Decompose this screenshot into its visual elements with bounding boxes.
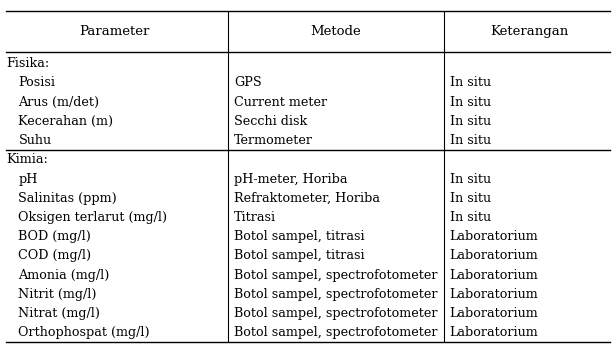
Text: Laboratorium: Laboratorium xyxy=(450,250,538,262)
Text: Laboratorium: Laboratorium xyxy=(450,307,538,320)
Text: Botol sampel, spectrofotometer: Botol sampel, spectrofotometer xyxy=(234,326,437,339)
Text: Parameter: Parameter xyxy=(79,25,149,38)
Text: Keterangan: Keterangan xyxy=(490,25,569,38)
Text: Secchi disk: Secchi disk xyxy=(234,115,307,128)
Text: BOD (mg/l): BOD (mg/l) xyxy=(18,230,91,243)
Text: Fisika:: Fisika: xyxy=(6,57,49,70)
Text: Botol sampel, spectrofotometer: Botol sampel, spectrofotometer xyxy=(234,269,437,282)
Text: Current meter: Current meter xyxy=(234,96,327,109)
Text: Kecerahan (m): Kecerahan (m) xyxy=(18,115,113,128)
Text: GPS: GPS xyxy=(234,77,262,89)
Text: Oksigen terlarut (mg/l): Oksigen terlarut (mg/l) xyxy=(18,211,168,224)
Text: Kimia:: Kimia: xyxy=(6,153,48,166)
Text: In situ: In situ xyxy=(450,77,491,89)
Text: In situ: In situ xyxy=(450,115,491,128)
Text: Amonia (mg/l): Amonia (mg/l) xyxy=(18,269,110,282)
Text: Botol sampel, spectrofotometer: Botol sampel, spectrofotometer xyxy=(234,307,437,320)
Text: In situ: In situ xyxy=(450,134,491,147)
Text: In situ: In situ xyxy=(450,96,491,109)
Text: Nitrat (mg/l): Nitrat (mg/l) xyxy=(18,307,100,320)
Text: Arus (m/det): Arus (m/det) xyxy=(18,96,100,109)
Text: Nitrit (mg/l): Nitrit (mg/l) xyxy=(18,288,97,301)
Text: Botol sampel, spectrofotometer: Botol sampel, spectrofotometer xyxy=(234,288,437,301)
Text: Botol sampel, titrasi: Botol sampel, titrasi xyxy=(234,250,365,262)
Text: In situ: In situ xyxy=(450,211,491,224)
Text: In situ: In situ xyxy=(450,173,491,185)
Text: Termometer: Termometer xyxy=(234,134,313,147)
Text: Laboratorium: Laboratorium xyxy=(450,230,538,243)
Text: Suhu: Suhu xyxy=(18,134,52,147)
Text: COD (mg/l): COD (mg/l) xyxy=(18,250,92,262)
Text: Refraktometer, Horiba: Refraktometer, Horiba xyxy=(234,192,380,205)
Text: pH: pH xyxy=(18,173,38,185)
Text: Botol sampel, titrasi: Botol sampel, titrasi xyxy=(234,230,365,243)
Text: pH-meter, Horiba: pH-meter, Horiba xyxy=(234,173,347,185)
Text: Titrasi: Titrasi xyxy=(234,211,276,224)
Text: Metode: Metode xyxy=(310,25,361,38)
Text: Posisi: Posisi xyxy=(18,77,55,89)
Text: Laboratorium: Laboratorium xyxy=(450,326,538,339)
Text: In situ: In situ xyxy=(450,192,491,205)
Text: Orthophospat (mg/l): Orthophospat (mg/l) xyxy=(18,326,150,339)
Text: Laboratorium: Laboratorium xyxy=(450,288,538,301)
Text: Laboratorium: Laboratorium xyxy=(450,269,538,282)
Text: Salinitas (ppm): Salinitas (ppm) xyxy=(18,192,117,205)
